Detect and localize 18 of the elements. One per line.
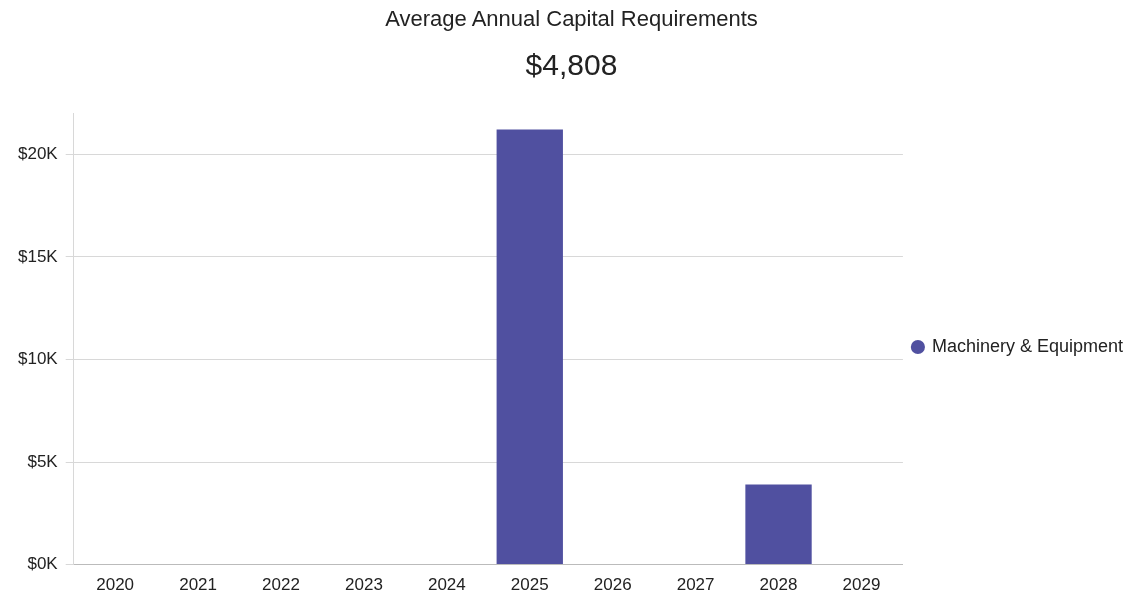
x-tick-label: 2024 [427,575,466,595]
y-tick-label: $20K [18,143,59,163]
x-tick-label: 2029 [842,575,881,595]
chart-title: Average Annual Capital Requirements [384,6,759,32]
x-tick-label: 2022 [262,575,300,595]
x-tick-label: 2027 [676,575,715,595]
y-tick-label: $10K [18,349,59,369]
x-tick-label: 2021 [179,575,217,595]
x-tick-label: 2026 [593,575,632,595]
y-tick-label: $15K [18,246,59,266]
x-tick-label: 2025 [510,575,549,595]
chart-subtitle: $4,808 [524,48,619,82]
legend-label: Machinery & Equipment [931,335,1123,356]
y-tick-label: $5K [27,451,59,471]
y-tick-label: $0K [27,554,59,574]
x-tick-label: 2023 [345,575,383,595]
x-tick-label: 2020 [96,575,135,595]
x-tick-label: 2028 [759,575,798,595]
